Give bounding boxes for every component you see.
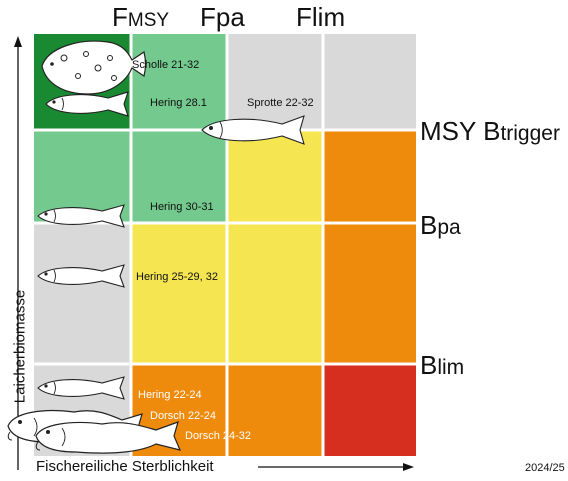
herring-icon (37, 204, 125, 228)
msy-btrigger-main: MSY B (420, 116, 501, 146)
reference-lines (323, 128, 420, 366)
stock-label-hering-30-31: Hering 30-31 (150, 201, 214, 213)
cod-icon (35, 421, 182, 454)
y-axis-arrow (14, 36, 22, 470)
year-label: 2024/25 (525, 462, 565, 474)
herring-icon (37, 376, 125, 400)
cell-r3-c4 (323, 223, 416, 364)
cell-r1-c4 (323, 34, 416, 130)
stock-label-scholle: Scholle 21-32 (132, 59, 200, 71)
cell-r4-c4 (323, 364, 416, 456)
bpa-sub: pa (437, 216, 461, 239)
blim-label: Blim (420, 352, 464, 381)
msy-btrigger-sub: trigger (500, 122, 560, 145)
bpa-label: Bpa (420, 212, 461, 241)
stock-label-sprotte: Sprotte 22-32 (247, 97, 314, 109)
flim-main: F (296, 2, 312, 32)
cell-r4-c3 (227, 364, 323, 456)
stock-label-dorsch-22-24: Dorsch 22-24 (150, 410, 217, 422)
herring-icon (37, 264, 125, 288)
fmsy-label: FMSY (112, 4, 169, 32)
cell-r3-c3 (227, 223, 323, 364)
cell-r2-c3 (227, 130, 323, 223)
cell-r1-c2 (131, 34, 227, 130)
stock-label-hering-25-29: Hering 25-29, 32 (136, 271, 218, 283)
fmsy-sub: MSY (127, 10, 170, 31)
stock-label-hering-22-24: Hering 22-24 (138, 389, 202, 401)
stock-label-dorsch-24-32: Dorsch 24-32 (185, 430, 252, 442)
cell-r1-c3 (227, 34, 323, 130)
cell-r2-c4 (323, 130, 416, 223)
stock-label-hering-28-1: Hering 28.1 (150, 97, 207, 109)
msy-btrigger-label: MSY Btrigger (420, 118, 560, 147)
fpa-label: Fpa (200, 4, 245, 31)
fpa-sub: pa (215, 2, 245, 32)
x-axis-arrow (258, 463, 414, 471)
x-axis-label: Fischereiliche Sterblichkeit (36, 458, 214, 475)
cell-r3-c2 (131, 223, 227, 364)
herring-icon (45, 91, 129, 117)
cell-r3-c1 (34, 223, 131, 364)
y-axis-label: Laicherbiomasse (11, 289, 29, 404)
sprat-icon (201, 115, 305, 145)
cell-r2-c2 (131, 130, 227, 223)
flim-label: Flim (296, 4, 345, 31)
flatfish-icon (41, 40, 147, 95)
blim-sub: lim (437, 356, 465, 379)
flim-sub: lim (311, 2, 346, 32)
fpa-main: F (200, 2, 216, 32)
bpa-main: B (420, 210, 438, 240)
blim-main: B (420, 350, 438, 380)
fmsy-main: F (112, 2, 128, 32)
